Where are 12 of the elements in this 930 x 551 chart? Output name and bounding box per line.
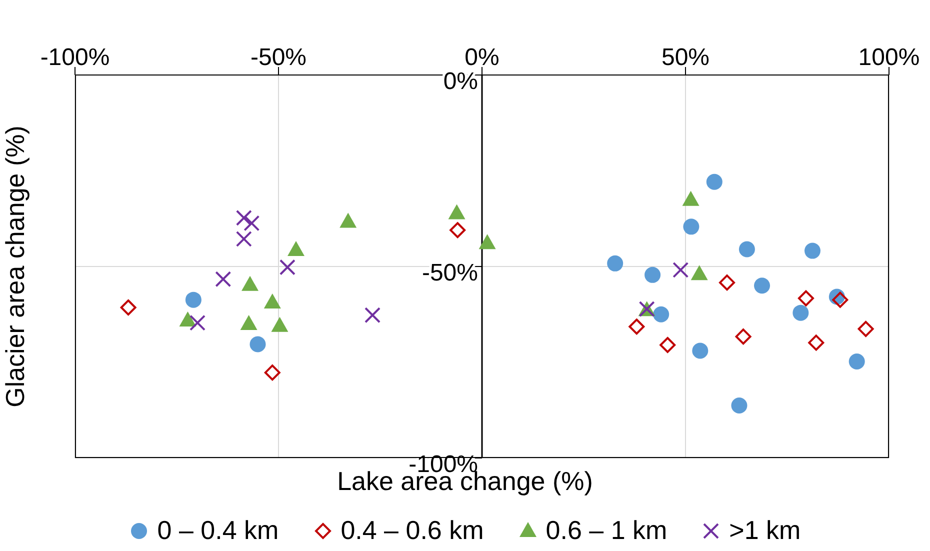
y-tick-label: 0%	[443, 68, 478, 95]
legend-label: >1 km	[729, 515, 801, 546]
x-tick-label: 100%	[858, 44, 920, 71]
y-tick-label: -50%	[422, 260, 478, 286]
x-tick-label: -50%	[250, 44, 307, 71]
legend-label: 0 – 0.4 km	[157, 515, 279, 546]
x-tick-label: -100%	[40, 44, 110, 71]
x-tick-label: 0%	[464, 44, 500, 71]
y-axis-title: Glacier area change (%)	[0, 126, 30, 408]
legend-label: 0.4 – 0.6 km	[340, 515, 484, 546]
legend-label: 0.6 – 1 km	[546, 515, 668, 546]
x-tick-label: 50%	[661, 44, 710, 71]
